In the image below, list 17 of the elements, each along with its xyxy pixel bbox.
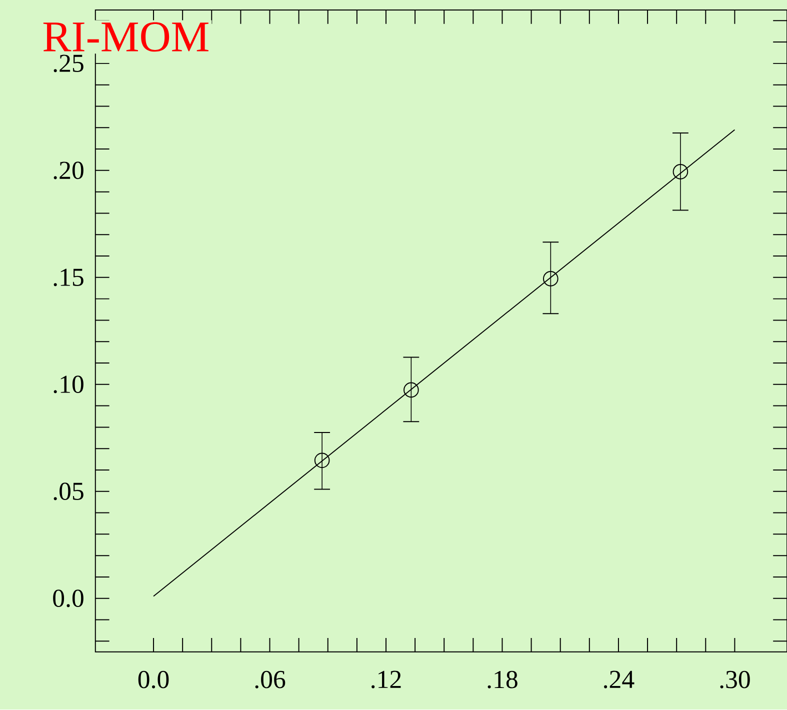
y-tick-label: .15 [54,268,84,286]
point [672,164,688,180]
x-tick-label: 0.0 [138,671,169,689]
x-tick-label: .18 [488,671,518,689]
x-tick-label: .12 [372,671,401,689]
x-tick-label: .06 [255,671,286,689]
y-tick-label: .10 [54,376,84,394]
point [314,452,330,468]
y-tick-label: .25 [54,54,84,72]
y-tick-label: .20 [54,162,84,180]
y-tick-label: 0.0 [53,590,84,608]
x-tick-label: .30 [720,671,750,689]
x-tick-label: .24 [604,671,634,689]
point [404,382,419,398]
chart-title: RI-MOM [43,22,208,52]
point [543,271,558,287]
y-tick-label: .05 [54,482,84,500]
